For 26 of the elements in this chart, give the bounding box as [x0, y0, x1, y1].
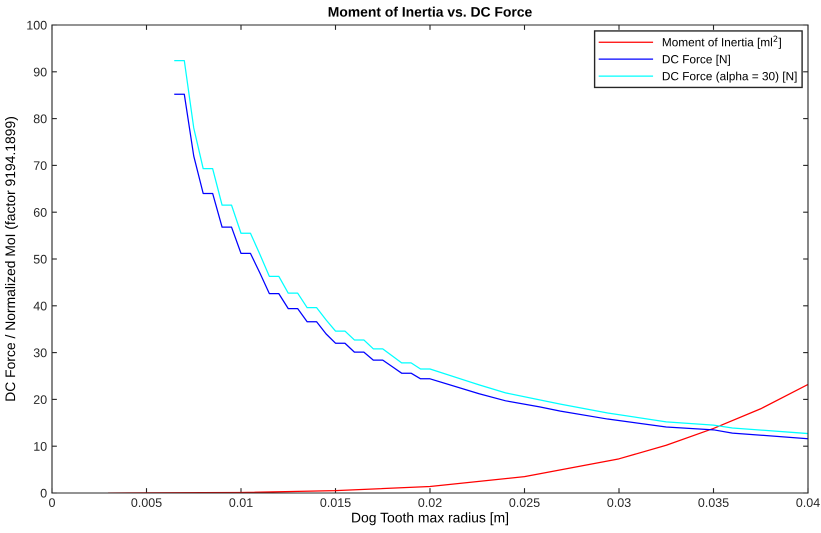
x-tick-label: 0.03 — [607, 498, 631, 508]
x-axis-title: Dog Tooth max radius [m] — [352, 512, 508, 526]
x-tick-label: 0.025 — [509, 498, 540, 508]
y-tick-label: 60 — [34, 208, 47, 217]
y-tick-label: 100 — [27, 20, 47, 30]
y-tick-label: 30 — [34, 348, 47, 358]
y-tick-label: 0 — [40, 488, 47, 498]
y-tick-label: 80 — [34, 114, 47, 124]
y-tick-label: 90 — [34, 68, 47, 76]
x-tick-label: 0.04 — [796, 498, 820, 508]
legend-label: DC Force [N] — [662, 54, 730, 66]
y-tick-label: 70 — [34, 161, 47, 170]
y-tick-label: 10 — [34, 442, 47, 451]
legend-label: Moment of Inertia [ml$^{2}$] — [662, 36, 781, 49]
y-tick-label: 40 — [34, 302, 47, 310]
x-tick-label: 0 — [49, 498, 55, 508]
x-tick-label: 0.015 — [320, 498, 351, 508]
x-tick-label: 0.01 — [229, 498, 253, 508]
y-axis-title: DC Force / Normalized MoI (factor 9194.1899) — [5, 117, 18, 401]
y-tick-label: 50 — [34, 254, 47, 264]
legend-label: DC Force (alpha = 30) [N] — [662, 72, 797, 83]
y-tick-label: 20 — [34, 395, 47, 404]
x-tick-label: 0.02 — [418, 498, 442, 508]
x-tick-label: 0.035 — [698, 498, 729, 508]
chart-title: Moment of Inertia vs. DC Force — [328, 6, 532, 17]
x-tick-label: 0.005 — [131, 498, 162, 508]
